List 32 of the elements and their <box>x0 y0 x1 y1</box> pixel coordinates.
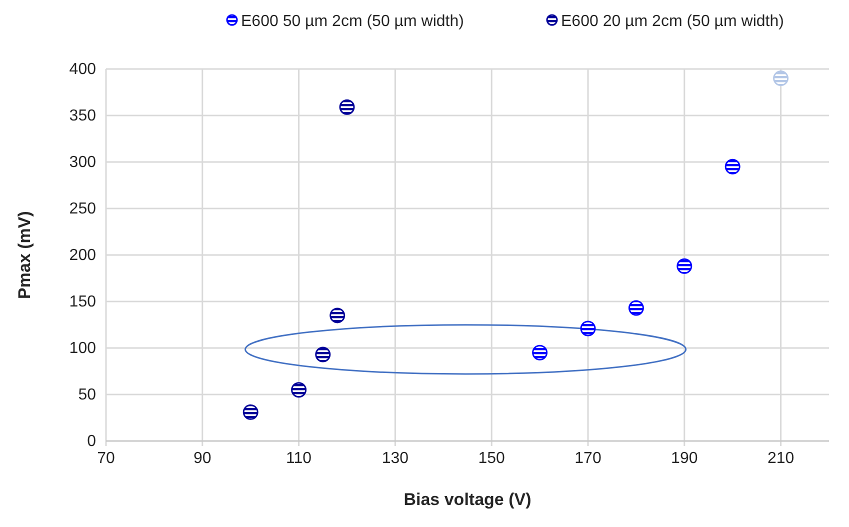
y-tick-label: 250 <box>69 200 96 218</box>
point <box>580 320 596 336</box>
point <box>532 344 548 360</box>
point <box>330 308 346 324</box>
y-tick-label: 300 <box>69 154 96 171</box>
y-tick-label: 100 <box>69 340 96 357</box>
y-tick-label: 350 <box>69 108 96 124</box>
point <box>242 404 258 420</box>
point <box>339 99 355 115</box>
point <box>773 70 789 86</box>
x-tick-label: 90 <box>194 450 212 467</box>
x-tick-label: 130 <box>382 450 409 467</box>
x-tick-label: 210 <box>767 450 794 467</box>
x-tick-label: 150 <box>478 450 506 467</box>
y-tick-label: 200 <box>69 247 96 264</box>
point <box>315 346 331 362</box>
point <box>676 258 692 274</box>
x-tick-label: 170 <box>574 450 602 467</box>
x-axis-title: Bias voltage (V) <box>404 490 532 509</box>
x-tick-label: 70 <box>97 450 115 467</box>
legend-label: E600 50 µm 2cm (50 µm width) <box>241 13 464 30</box>
x-tick-label: 190 <box>671 450 698 467</box>
x-tick-label: 110 <box>286 450 312 467</box>
y-axis-title: Pmax (mV) <box>15 211 34 299</box>
point <box>291 382 307 398</box>
y-tick-label: 150 <box>69 294 96 310</box>
y-tick-label: 50 <box>78 386 96 404</box>
point <box>724 158 740 174</box>
y-tick-label: 400 <box>69 61 96 78</box>
point <box>628 300 644 316</box>
legend-label: E600 20 µm 2cm (50 µm width) <box>561 13 784 30</box>
y-tick-label: 0 <box>87 433 96 450</box>
